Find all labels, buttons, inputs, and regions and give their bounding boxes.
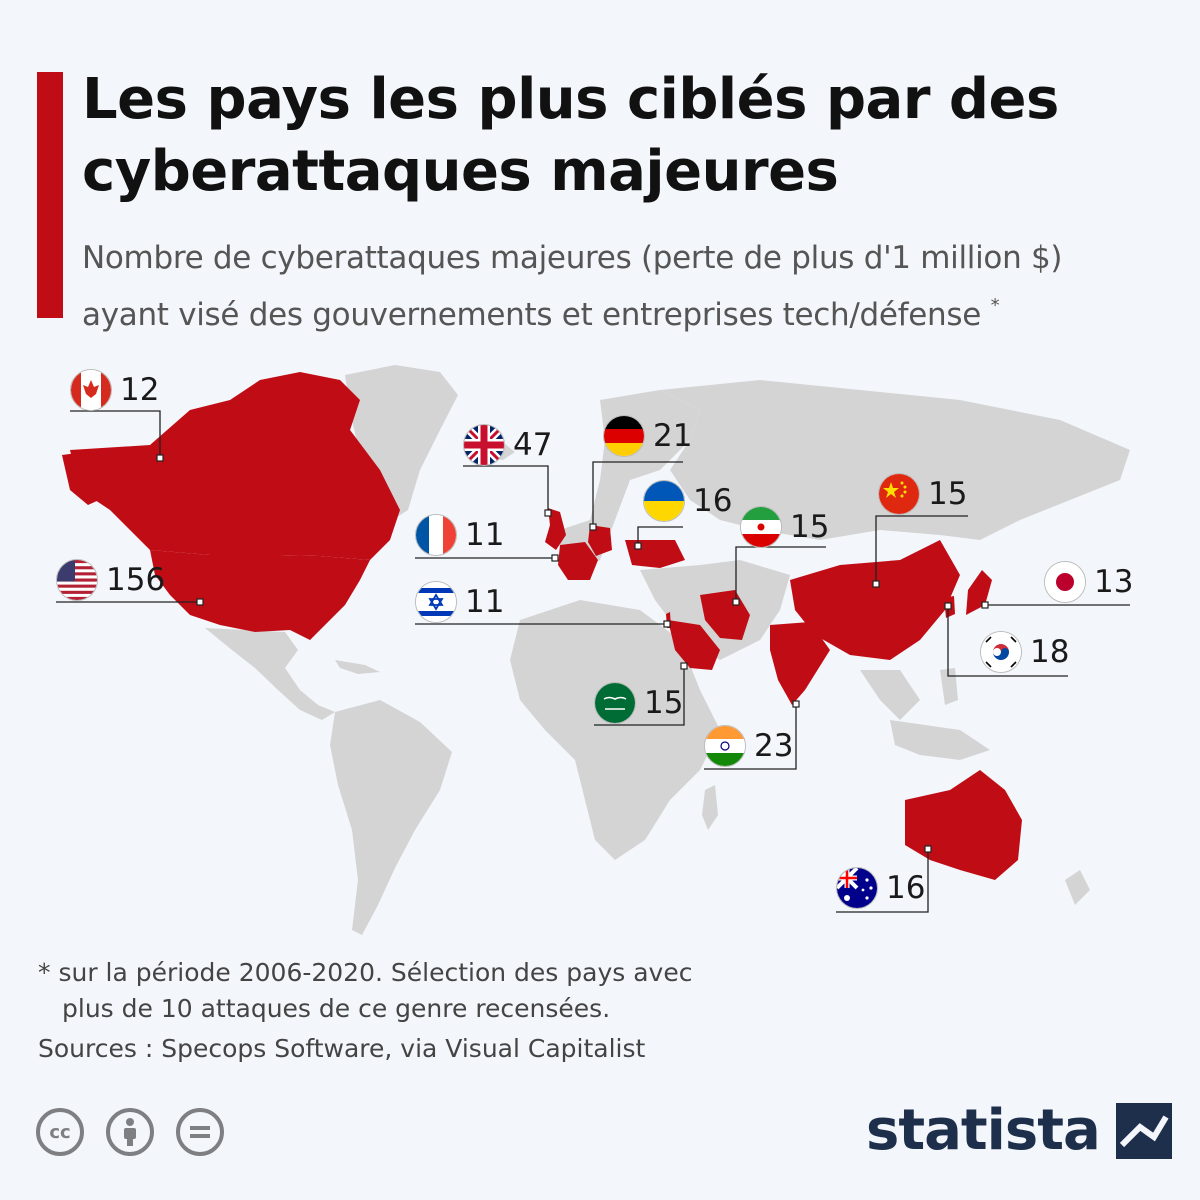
iran-flag	[740, 506, 782, 548]
brand-text: statista	[866, 1098, 1101, 1163]
australia-flag	[836, 867, 878, 909]
accent-bar	[37, 72, 63, 318]
japan-flag	[1044, 561, 1086, 603]
ukraine-flag	[643, 480, 685, 522]
israel-value: 11	[465, 584, 505, 620]
label-canada: 12	[70, 368, 159, 412]
statista-logo[interactable]: statista	[866, 1098, 1172, 1163]
china-flag	[878, 473, 920, 515]
south-korea-flag	[980, 631, 1022, 673]
label-australia: 16	[836, 866, 925, 910]
subtitle-text-2: ayant visé des gouvernements et entrepri…	[82, 297, 982, 333]
label-saudi-arabia: 15	[594, 681, 683, 725]
south-korea-value: 18	[1030, 634, 1070, 670]
australia-value: 16	[886, 870, 926, 906]
label-india: 23	[704, 724, 793, 768]
label-uk: 47	[463, 423, 552, 467]
footnote-line-2: plus de 10 attaques de ce genre recensée…	[62, 994, 611, 1023]
world-map	[56, 365, 1130, 935]
land-grey	[205, 365, 1130, 935]
cc-icon[interactable]: cc	[36, 1108, 84, 1156]
uk-flag	[463, 424, 505, 466]
canada-value: 12	[120, 372, 160, 408]
statista-mark-icon	[1115, 1102, 1172, 1159]
subtitle-line-1: Nombre de cyberattaques majeures (perte …	[82, 240, 1063, 276]
no-derivatives-icon[interactable]	[176, 1108, 224, 1156]
label-israel: 11	[415, 580, 504, 624]
usa-value: 156	[106, 562, 166, 598]
uk-value: 47	[513, 427, 553, 463]
label-germany: 21	[603, 414, 692, 458]
anchor-markers	[156, 454, 989, 853]
france-flag	[415, 514, 457, 556]
sources: Sources : Specops Software, via Visual C…	[38, 1034, 646, 1063]
ukraine-value: 16	[693, 483, 733, 519]
iran-value: 15	[790, 509, 830, 545]
label-usa: 156	[56, 558, 165, 602]
saudi-arabia-value: 15	[644, 685, 684, 721]
saudi-arabia-flag	[594, 682, 636, 724]
usa-flag	[56, 559, 98, 601]
label-china: 15	[878, 472, 967, 516]
label-ukraine: 16	[643, 479, 732, 523]
india-value: 23	[754, 728, 794, 764]
page-title: Les pays les plus ciblés par des cyberat…	[82, 67, 1059, 204]
subtitle-line-2: ayant visé des gouvernements et entrepri…	[82, 282, 1182, 339]
label-iran: 15	[740, 505, 829, 549]
license-icons: cc	[36, 1108, 224, 1156]
japan-value: 13	[1094, 564, 1134, 600]
attribution-icon[interactable]	[106, 1108, 154, 1156]
footnote-line-1: * sur la période 2006-2020. Sélection de…	[38, 958, 693, 987]
germany-flag	[603, 415, 645, 457]
france-value: 11	[465, 517, 505, 553]
label-japan: 13	[1044, 560, 1133, 604]
canada-flag	[70, 369, 112, 411]
subtitle: Nombre de cyberattaques majeures (perte …	[82, 234, 1182, 339]
germany-value: 21	[653, 418, 693, 454]
subtitle-asterisk: *	[990, 295, 1000, 316]
india-flag	[704, 725, 746, 767]
label-france: 11	[415, 513, 504, 557]
leader-lines	[56, 410, 1130, 913]
israel-flag	[415, 581, 457, 623]
land-highlighted	[62, 372, 1022, 880]
china-value: 15	[928, 476, 968, 512]
label-south-korea: 18	[980, 630, 1069, 674]
footnote: * sur la période 2006-2020. Sélection de…	[38, 955, 838, 1027]
